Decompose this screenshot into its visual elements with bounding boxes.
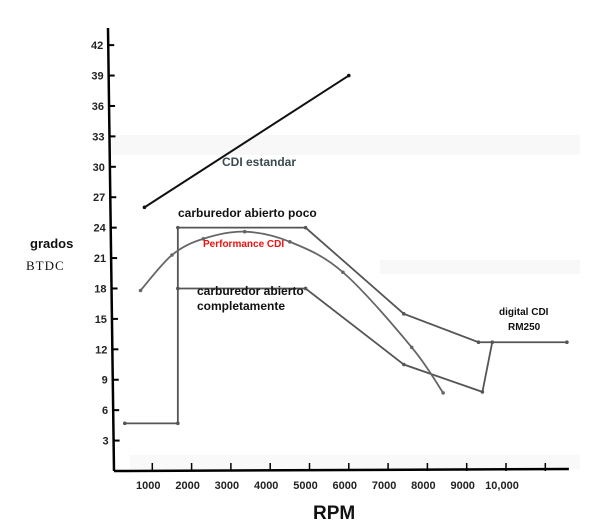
data-point-cdi-estandar	[347, 73, 351, 78]
x-tick-label: 5000	[293, 480, 317, 492]
data-point-carburedor-abierto-poco	[122, 421, 127, 426]
label-cdi-estandar: CDI estandar	[222, 155, 296, 169]
y-axis-label-btdc: BTDC	[26, 258, 65, 273]
y-tick-label: 12	[95, 344, 107, 356]
data-point-carburedor-abierto-poco	[303, 225, 308, 230]
data-point-carburedor-abierto-completamente	[176, 286, 180, 291]
y-tick-label: 33	[92, 131, 104, 143]
data-point-performance-cdi	[288, 240, 292, 244]
y-tick-label: 15	[95, 314, 107, 326]
data-point-performance-cdi	[170, 253, 174, 257]
y-axis-label-grados: grados	[30, 236, 73, 251]
y-tick-label: 6	[102, 405, 108, 417]
x-tick-label: 7000	[372, 480, 396, 492]
data-point-carburedor-abierto-completamente	[480, 390, 485, 394]
y-tick-label: 3	[102, 436, 108, 448]
y-tick-label: 39	[91, 71, 103, 83]
data-point-carburedor-abierto-poco	[402, 312, 406, 316]
label-carburedor-poco: carburedor abierto poco	[178, 206, 317, 220]
label-digital-cdi: digital CDI	[499, 307, 549, 318]
data-point-carburedor-abierto-completamente	[490, 340, 495, 345]
y-tick-label: 27	[93, 192, 105, 204]
data-point-carburedor-abierto-poco	[565, 340, 569, 345]
data-point-carburedor-abierto-completamente	[303, 286, 308, 291]
data-point-performance-cdi	[242, 229, 247, 234]
x-tick-label: 6000	[333, 480, 357, 492]
label-performance-cdi: Performance CDI	[203, 239, 284, 250]
label-carburedor-completo-1: carburedor abierto	[197, 284, 304, 298]
data-point-performance-cdi	[341, 270, 345, 275]
x-axis	[113, 467, 569, 473]
x-tick-label: 1000	[136, 480, 160, 492]
y-tick-label: 42	[91, 40, 103, 52]
data-point-carburedor-abierto-poco	[176, 225, 180, 230]
data-point-carburedor-abierto-poco	[176, 421, 180, 426]
data-point-cdi-estandar	[142, 205, 147, 210]
data-point-carburedor-abierto-poco	[476, 340, 481, 345]
data-point-carburedor-abierto-completamente	[402, 362, 406, 367]
x-tick-label: 8000	[411, 480, 435, 492]
x-tick-label: 9000	[450, 480, 474, 492]
data-point-performance-cdi	[441, 391, 445, 395]
y-tick-label: 9	[102, 375, 108, 387]
x-tick-label: 4000	[254, 480, 278, 492]
y-tick-label: 24	[93, 223, 106, 235]
data-point-performance-cdi	[409, 345, 414, 350]
y-tick-label: 36	[92, 101, 104, 113]
x-tick-label: 3000	[215, 480, 239, 492]
series-line-performance-cdi	[139, 230, 444, 394]
y-tick-label: 30	[93, 162, 105, 174]
series-line-cdi-estandar	[143, 74, 350, 209]
data-point-performance-cdi	[201, 236, 206, 241]
y-axis	[106, 27, 116, 472]
label-rm250: RM250	[508, 322, 541, 333]
label-carburedor-completo-2: completamente	[197, 299, 285, 313]
y-tick-label: 21	[94, 253, 106, 265]
x-tick-label: 10,000	[485, 480, 519, 492]
data-point-performance-cdi	[138, 288, 143, 293]
y-tick-label: 18	[94, 283, 106, 295]
x-tick-label: 2000	[175, 480, 199, 492]
x-axis-label: RPM	[313, 503, 355, 524]
